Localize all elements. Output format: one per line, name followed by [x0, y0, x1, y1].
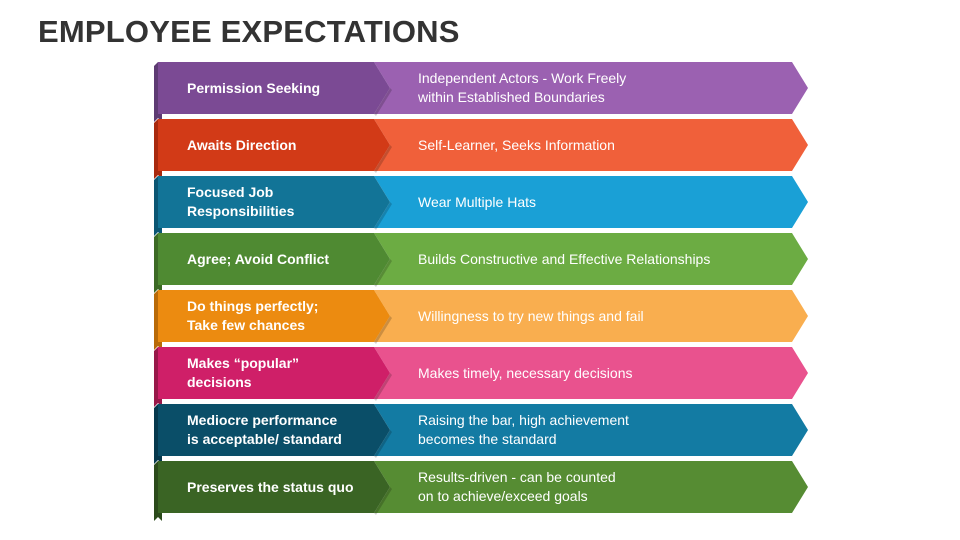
row-4-arrow-shadow — [374, 259, 392, 287]
row-8-old-behavior: Preserves the status quo — [187, 478, 354, 495]
row-2-old-behavior: Awaits Direction — [187, 136, 297, 153]
row-3-new-behavior-arrow — [374, 176, 808, 228]
expectation-row-7: Mediocre performance is acceptable/ stan… — [154, 404, 814, 464]
expectation-row-2: Awaits Direction Self-Learner, Seeks Inf… — [154, 119, 814, 179]
row-6-arrow-shadow — [374, 373, 392, 401]
row-8-arrow-shadow — [374, 487, 392, 515]
row-4-new-behavior: Builds Constructive and Effective Relati… — [418, 250, 711, 267]
row-5-old-behavior: Do things perfectly; Take few chances — [187, 298, 319, 333]
row-1-new-behavior-arrow — [374, 62, 808, 114]
row-6-new-behavior-arrow — [374, 347, 808, 399]
row-6-new-behavior: Makes timely, necessary decisions — [418, 364, 633, 381]
row-1-arrow-shadow — [374, 88, 392, 116]
row-2-new-behavior-arrow — [374, 119, 808, 171]
row-3-old-behavior: Focused Job Responsibilities — [187, 184, 295, 219]
row-2-new-behavior: Self-Learner, Seeks Information — [418, 136, 615, 153]
row-7-new-behavior: Raising the bar, high achievement become… — [418, 412, 629, 447]
row-3-old-behavior-arrow — [158, 176, 390, 228]
row-7-arrow-shadow — [374, 430, 392, 458]
row-4-new-behavior-arrow — [374, 233, 808, 285]
page-title: EMPLOYEE EXPECTATIONS — [38, 14, 460, 49]
row-5-arrows — [154, 290, 808, 350]
row-1-new-behavior: Independent Actors - Work Freely within … — [418, 70, 627, 105]
row-1-arrows — [154, 62, 808, 122]
row-3-arrows — [154, 176, 808, 236]
row-1-old-behavior-arrow — [158, 62, 390, 114]
row-6-old-behavior-arrow — [158, 347, 390, 399]
row-7-old-behavior: Mediocre performance is acceptable/ stan… — [187, 412, 342, 447]
row-1-old-behavior: Permission Seeking — [187, 79, 321, 96]
row-5-arrow-shadow — [374, 316, 392, 344]
row-7-new-behavior-arrow — [374, 404, 808, 456]
row-6-old-behavior: Makes “popular” decisions — [187, 355, 300, 390]
row-2-arrow-shadow — [374, 145, 392, 173]
row-2-old-behavior-arrow — [158, 119, 390, 171]
row-5-new-behavior: Willingness to try new things and fail — [418, 307, 644, 324]
row-3-arrow-shadow — [374, 202, 392, 230]
expectation-row-6: Makes “popular” decisions Makes timely, … — [154, 347, 814, 407]
row-4-old-behavior: Agree; Avoid Conflict — [187, 250, 330, 267]
row-4-arrows — [154, 233, 808, 293]
row-5-old-behavior-arrow — [158, 290, 390, 342]
row-4-old-behavior-arrow — [158, 233, 390, 285]
row-8-new-behavior: Results-driven - can be counted on to ac… — [418, 469, 616, 504]
expectation-row-3: Focused Job Responsibilities Wear Multip… — [154, 176, 814, 236]
row-2-arrows — [154, 119, 808, 179]
row-8-arrows — [154, 461, 808, 521]
row-8-old-behavior-arrow — [158, 461, 390, 513]
expectation-row-8: Preserves the status quo Results-driven … — [154, 461, 814, 521]
row-7-arrows — [154, 404, 808, 464]
expectation-row-4: Agree; Avoid Conflict Builds Constructiv… — [154, 233, 814, 293]
expectation-row-1: Permission Seeking Independent Actors - … — [154, 62, 814, 122]
row-8-new-behavior-arrow — [374, 461, 808, 513]
row-6-arrows — [154, 347, 808, 407]
row-3-new-behavior: Wear Multiple Hats — [418, 193, 537, 210]
row-7-old-behavior-arrow — [158, 404, 390, 456]
row-5-new-behavior-arrow — [374, 290, 808, 342]
expectation-row-5: Do things perfectly; Take few chances Wi… — [154, 290, 814, 350]
